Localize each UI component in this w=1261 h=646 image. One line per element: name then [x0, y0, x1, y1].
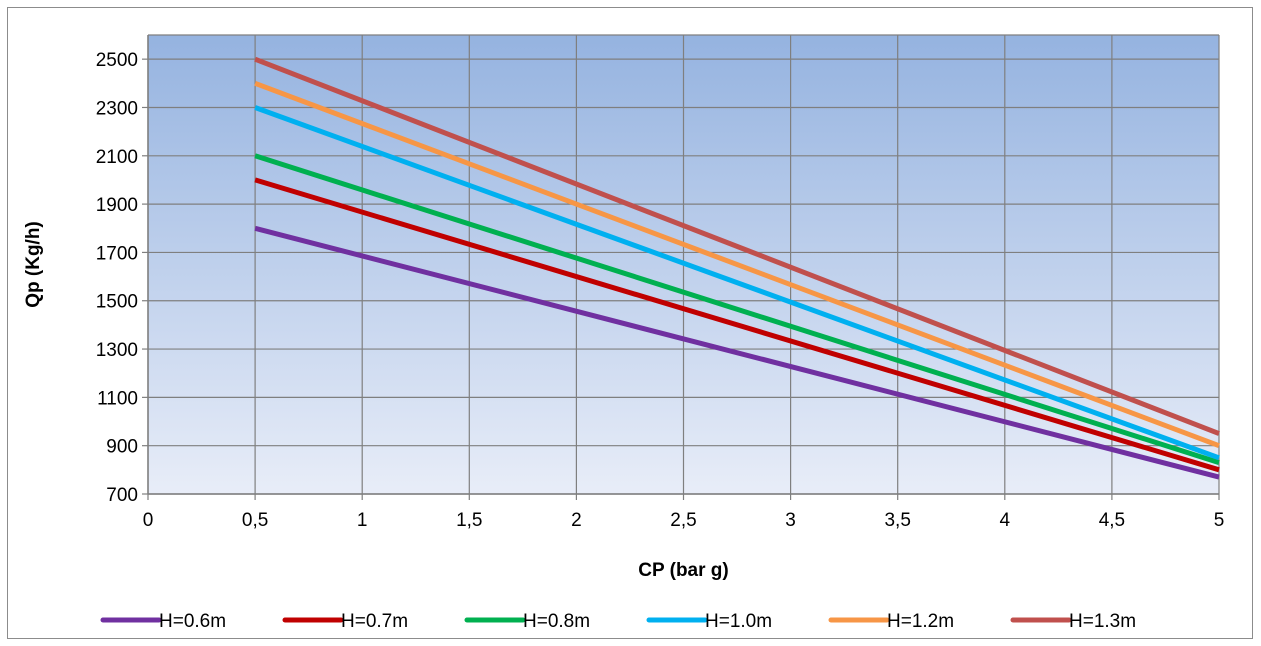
y-tick-label: 1300: [96, 340, 138, 361]
x-tick-label: 2: [571, 510, 582, 531]
series-line-H=0.7m: [254, 177, 1220, 473]
legend-item: H=1.3m: [1010, 611, 1136, 632]
legend-item: H=0.8m: [464, 611, 590, 632]
x-tick-label: 3: [785, 510, 796, 531]
y-tick-label: 700: [106, 485, 138, 506]
y-tick-label: 2300: [96, 98, 138, 119]
series-lines: [254, 56, 1220, 480]
x-tick-label: 0,5: [242, 510, 268, 531]
x-axis-title: CP (bar g): [638, 560, 728, 581]
series-line-H=1.2m: [254, 80, 1220, 449]
gridlines: [147, 34, 1220, 495]
y-axis-title: Qp (Kg/h): [23, 221, 44, 308]
legend-item: H=0.6m: [100, 611, 226, 632]
legend-label: H=0.6m: [159, 611, 226, 632]
x-tick-label: 2,5: [670, 510, 696, 531]
y-tick-label: 1900: [96, 195, 138, 216]
y-tick-label: 1500: [96, 292, 138, 313]
y-tick-label: 2100: [96, 147, 138, 168]
x-tick-label: 5: [1214, 510, 1225, 531]
series-line-H=1.0m: [254, 105, 1220, 461]
x-tick-label: 1,5: [456, 510, 482, 531]
tick-labels: 700 900 1100 1300 1500 1700 1900 2100 2300 2500 0 0…: [96, 50, 1225, 531]
x-tick-label: 1: [357, 510, 368, 531]
series-line-H=1.3m: [254, 56, 1220, 436]
x-tick-label: 0: [143, 510, 154, 531]
series-line-H=0.6m: [254, 225, 1220, 480]
y-tick-label: 900: [106, 437, 138, 458]
legend-item: H=1.2m: [828, 611, 954, 632]
legend-item: H=1.0m: [646, 611, 772, 632]
x-tick-label: 3,5: [884, 510, 910, 531]
series-line-H=0.8m: [254, 153, 1220, 465]
legend-label: H=1.3m: [1069, 611, 1136, 632]
legend-item: H=0.7m: [282, 611, 408, 632]
legend-label: H=1.2m: [887, 611, 954, 632]
y-tick-label: 1700: [96, 243, 138, 264]
axes: [142, 35, 1220, 500]
legend-label: H=1.0m: [705, 611, 772, 632]
legend-label: H=0.8m: [523, 611, 590, 632]
x-tick-label: 4: [1000, 510, 1011, 531]
y-tick-label: 1100: [97, 388, 138, 409]
legend-label: H=0.7m: [341, 611, 408, 632]
legend: H=0.6m H=0.7m H=0.8m H=1.0m H=1.2m H=1.3m: [100, 611, 1136, 632]
y-tick-label: 2500: [96, 50, 138, 71]
x-tick-label: 4,5: [1099, 510, 1125, 531]
